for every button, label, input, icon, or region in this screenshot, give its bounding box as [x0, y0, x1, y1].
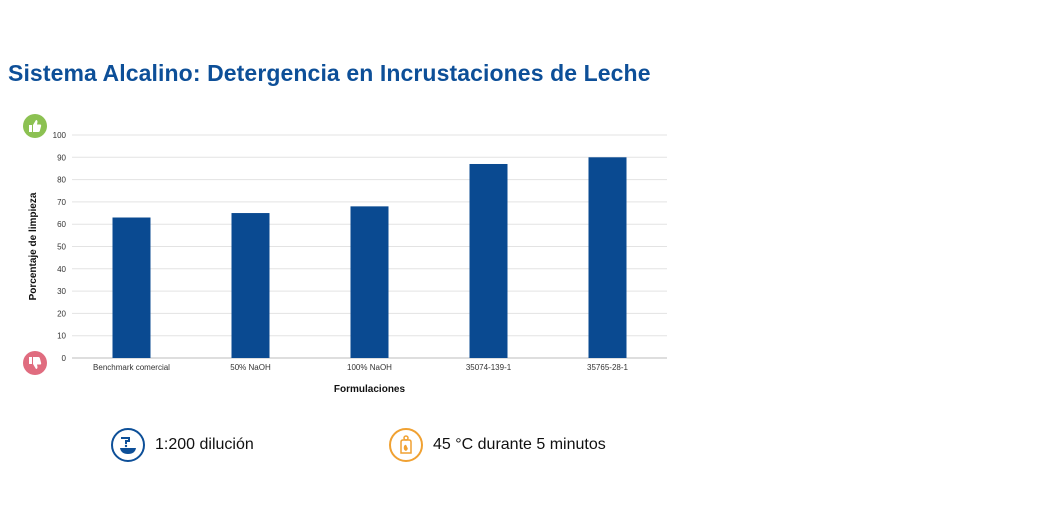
y-tick-label: 50 [57, 243, 66, 252]
y-tick-label: 70 [57, 198, 66, 207]
x-axis-title: Formulaciones [334, 384, 406, 395]
dilution-condition: 1:200 dilución [111, 428, 254, 462]
bars [112, 157, 627, 358]
x-tick-label: 50% NaOH [230, 363, 271, 372]
bar [350, 206, 389, 358]
y-tick-label: 20 [57, 309, 66, 318]
y-axis-title: Porcentaje de limpieza [28, 192, 39, 300]
x-tick-label: 35074-139-1 [466, 363, 512, 372]
y-tick-label: 10 [57, 332, 66, 341]
x-tick-label: Benchmark comercial [93, 363, 170, 372]
y-axis-ticks: 0 10 20 30 40 50 60 70 80 90 100 [53, 131, 67, 363]
y-tick-label: 80 [57, 176, 66, 185]
y-tick-label: 90 [57, 153, 66, 162]
dilution-bowl-icon [111, 428, 145, 462]
x-tick-label: 100% NaOH [347, 363, 392, 372]
y-tick-label: 0 [62, 354, 67, 363]
bar [588, 157, 627, 358]
bar [231, 213, 270, 358]
x-tick-label: 35765-28-1 [587, 363, 628, 372]
y-tick-label: 30 [57, 287, 66, 296]
y-tick-label: 100 [53, 131, 67, 140]
page-title: Sistema Alcalino: Detergencia en Incrust… [8, 60, 651, 86]
temperature-text: 45 °C durante 5 minutos [433, 436, 606, 453]
y-tick-label: 60 [57, 220, 66, 229]
thumbs-up-icon [23, 114, 47, 138]
y-tick-label: 40 [57, 265, 66, 274]
temperature-time-icon [389, 428, 423, 462]
bar [112, 217, 151, 358]
dilution-text: 1:200 dilución [155, 436, 254, 453]
thumbs-down-icon [23, 351, 47, 375]
bar [469, 163, 508, 358]
x-axis-labels: Benchmark comercial 50% NaOH 100% NaOH 3507… [93, 363, 628, 372]
temperature-condition: 45 °C durante 5 minutos [389, 428, 606, 462]
